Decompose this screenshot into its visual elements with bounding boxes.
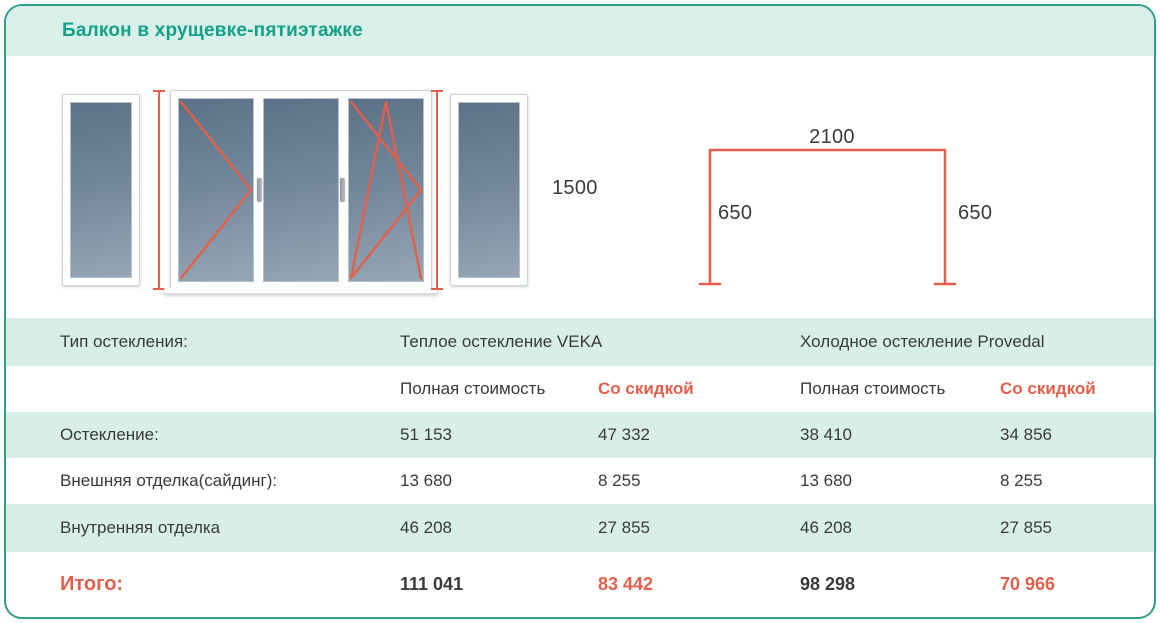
- glass-pane: [458, 102, 520, 278]
- dimension-label-plan-right-depth: 650: [958, 202, 993, 224]
- opening-direction-lines: [349, 100, 423, 280]
- group-header-cold: Холодное остекление Provedal: [800, 332, 1045, 351]
- sash-turn: [178, 98, 262, 282]
- group-header-warm: Теплое остекление VEKA: [400, 332, 603, 351]
- total-value-full-warm: 111 041: [400, 573, 464, 594]
- illustration-area: 1500 2100 650 650: [6, 56, 1154, 318]
- page-title: Балкон в хрущевке-пятиэтажке: [62, 20, 363, 41]
- total-value-full-cold: 98 298: [800, 573, 856, 594]
- cell-value: 38 410: [800, 425, 852, 444]
- table-row-exterior-finish: Внешняя отделка(сайдинг): 13 680 8 255 1…: [6, 458, 1154, 504]
- cell-value: 51 153: [400, 425, 452, 444]
- window-right-pane: [450, 94, 528, 286]
- balcony-card: Балкон в хрущевке-пятиэтажке: [4, 4, 1156, 619]
- glass-pane: [70, 102, 132, 278]
- table-row-subheaders: Полная стоимость Со скидкой Полная стоим…: [6, 366, 1154, 412]
- total-value-discount-warm: 83 442: [598, 573, 654, 594]
- sash-fixed: [263, 98, 339, 282]
- dimension-label-height: 1500: [552, 177, 598, 199]
- window-sill: [164, 288, 438, 294]
- col-header-full-price-warm: Полная стоимость: [400, 379, 546, 398]
- cell-value: 34 856: [1000, 425, 1052, 444]
- col-header-discount-cold: Со скидкой: [1000, 379, 1096, 398]
- col-header-discount-warm: Со скидкой: [598, 379, 694, 398]
- total-value-discount-cold: 70 966: [1000, 573, 1056, 594]
- window-main-group: [170, 90, 432, 290]
- col-header-full-price-cold: Полная стоимость: [800, 379, 946, 398]
- glass-pane: [178, 98, 254, 282]
- table-row-glazing-type: Тип остекления: Теплое остекление VEKA Х…: [6, 318, 1154, 366]
- glass-pane: [263, 98, 339, 282]
- price-table: Тип остекления: Теплое остекление VEKA Х…: [6, 318, 1154, 616]
- cell-value: 47 332: [598, 425, 650, 444]
- dimension-label-plan-left-depth: 650: [718, 202, 753, 224]
- balcony-plan-diagram: [698, 148, 957, 286]
- window-handle: [257, 178, 262, 202]
- cell-value: 46 208: [400, 518, 452, 537]
- cell-value: 13 680: [400, 471, 452, 490]
- dimension-line-height-left: [153, 90, 165, 290]
- row-label: Внешняя отделка(сайдинг):: [60, 471, 278, 490]
- row-label: Внутренняя отделка: [60, 518, 221, 537]
- cell-value: 27 855: [598, 518, 650, 537]
- dimension-line-height-right: [431, 90, 443, 290]
- table-row-glazing: Остекление: 51 153 47 332 38 410 34 856: [6, 412, 1154, 458]
- table-row-interior-finish: Внутренняя отделка 46 208 27 855 46 208 …: [6, 504, 1154, 552]
- dimension-label-plan-width: 2100: [809, 126, 855, 148]
- cell-value: 8 255: [598, 471, 641, 490]
- glazing-type-label: Тип остекления:: [60, 332, 188, 351]
- cell-value: 46 208: [800, 518, 852, 537]
- table-row-total: Итого: 111 041 83 442 98 298 70 966: [6, 552, 1154, 616]
- glass-pane: [348, 98, 424, 282]
- sash-tilt-turn: [340, 98, 424, 282]
- cell-value: 27 855: [1000, 518, 1052, 537]
- card-header: Балкон в хрущевке-пятиэтажке: [6, 6, 1154, 56]
- opening-direction-lines: [179, 100, 253, 280]
- window-left-pane: [62, 94, 140, 286]
- total-label: Итого:: [60, 572, 124, 595]
- window-handle: [340, 178, 345, 202]
- cell-value: 13 680: [800, 471, 852, 490]
- cell-value: 8 255: [1000, 471, 1043, 490]
- row-label: Остекление:: [60, 425, 159, 444]
